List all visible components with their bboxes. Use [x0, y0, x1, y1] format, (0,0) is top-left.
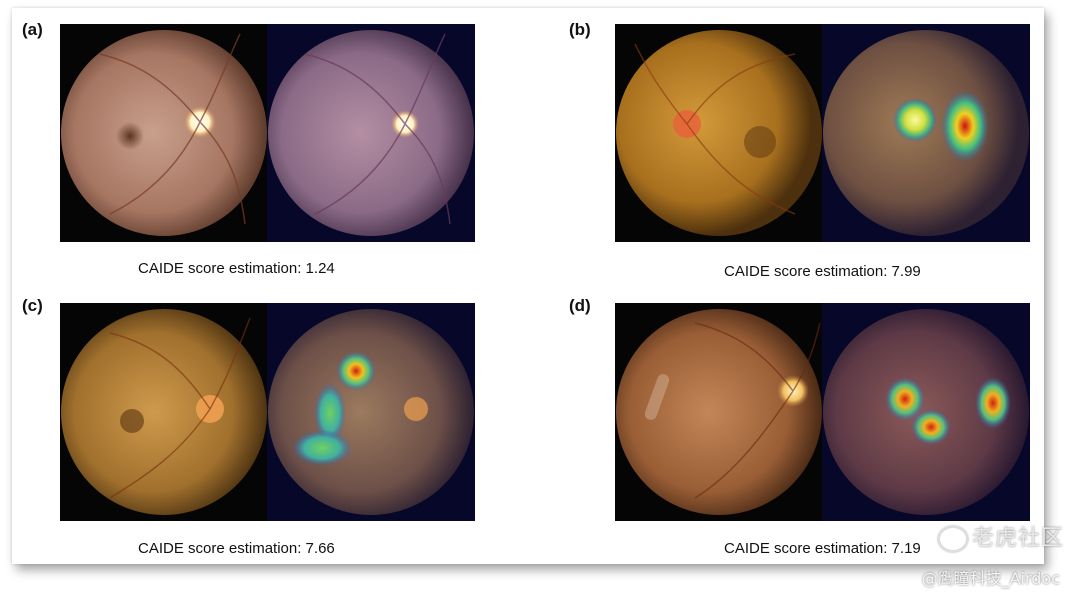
panel-b-image-pair [615, 24, 1030, 242]
fundus-photo-c [61, 309, 267, 515]
figure-card: (a) [12, 8, 1044, 564]
fundus-photo-d [616, 309, 822, 515]
panel-a-image-pair [60, 24, 475, 242]
panel-c-label: (c) [22, 296, 43, 315]
panel-a-caption: CAIDE score estimation: 1.24 [138, 260, 335, 277]
panel-b-caption: CAIDE score estimation: 7.99 [724, 263, 921, 280]
panel-b-label: (b) [569, 20, 591, 39]
panel-c-caption: CAIDE score estimation: 7.66 [138, 540, 335, 557]
watermark-logo: 老虎社区 [937, 520, 1064, 552]
panel-c-image-pair [60, 303, 475, 521]
watermark-logo-text: 老虎社区 [971, 526, 1064, 551]
panel-d-caption: CAIDE score estimation: 7.19 [724, 540, 921, 557]
watermark-credit: @鹰瞳科技_Airdoc [921, 569, 1060, 588]
paw-icon [937, 526, 968, 552]
panel-d-label: (d) [569, 296, 591, 315]
panel-a-label: (a) [22, 20, 43, 39]
heatmap-overlay-a [268, 30, 474, 236]
fundus-photo-a [61, 30, 267, 236]
heatmap-overlay-c [268, 309, 474, 515]
fundus-photo-b [616, 30, 822, 236]
panel-d-image-pair [615, 303, 1030, 521]
